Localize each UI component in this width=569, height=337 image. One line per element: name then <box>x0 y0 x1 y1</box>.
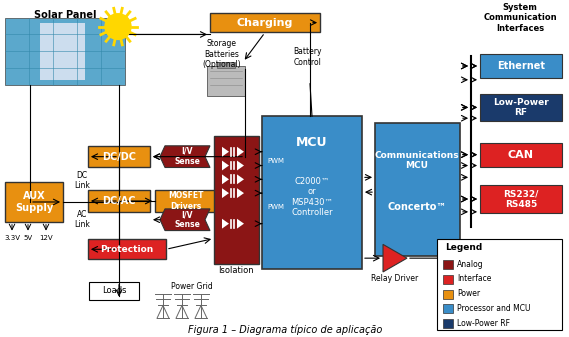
Text: Figura 1 – Diagrama típico de aplicação: Figura 1 – Diagrama típico de aplicação <box>188 325 382 335</box>
Polygon shape <box>160 209 210 231</box>
Bar <box>480 143 562 166</box>
Text: Battery
Control: Battery Control <box>294 48 322 67</box>
Text: PWM: PWM <box>267 204 284 210</box>
Bar <box>89 282 139 300</box>
Bar <box>443 260 453 269</box>
Text: Solar Panel: Solar Panel <box>34 10 96 20</box>
Text: AUX
Supply: AUX Supply <box>15 191 53 213</box>
Text: Relay Driver: Relay Driver <box>372 274 419 283</box>
Bar <box>217 62 235 68</box>
Text: AC
Link: AC Link <box>74 210 90 229</box>
Text: I/V
Sense: I/V Sense <box>174 147 200 166</box>
Bar <box>88 239 166 259</box>
Polygon shape <box>160 146 210 167</box>
Bar <box>437 239 562 330</box>
Text: DC
Link: DC Link <box>74 171 90 190</box>
Text: CAN: CAN <box>508 150 534 160</box>
Text: Analog: Analog <box>457 259 484 269</box>
Text: PWM: PWM <box>267 158 284 163</box>
Text: MCU: MCU <box>296 136 328 149</box>
Polygon shape <box>237 147 244 157</box>
Bar <box>443 275 453 284</box>
Text: 5V: 5V <box>23 236 32 241</box>
Text: MOSFET
Drivers: MOSFET Drivers <box>168 191 204 211</box>
Polygon shape <box>222 188 229 198</box>
Polygon shape <box>237 161 244 171</box>
Text: RS232/
RS485: RS232/ RS485 <box>504 189 539 209</box>
Polygon shape <box>237 174 244 184</box>
Text: Loads: Loads <box>102 286 126 295</box>
Text: Power: Power <box>457 289 480 298</box>
Text: Low-Power
RF: Low-Power RF <box>493 98 549 117</box>
Bar <box>443 304 453 313</box>
Text: Processor and MCU: Processor and MCU <box>457 304 530 313</box>
Bar <box>443 319 453 328</box>
Text: Isolation: Isolation <box>218 267 254 275</box>
Text: Protection: Protection <box>100 245 154 254</box>
Text: 3.3V: 3.3V <box>4 236 20 241</box>
Bar <box>88 146 150 167</box>
Text: System
Communication
Interfaces: System Communication Interfaces <box>483 3 557 33</box>
Bar <box>155 190 217 212</box>
Bar <box>210 13 320 32</box>
Bar <box>207 66 245 96</box>
Bar <box>214 136 259 264</box>
Bar <box>480 54 562 78</box>
Bar <box>375 123 460 256</box>
Text: Low-Power RF: Low-Power RF <box>457 319 510 328</box>
Text: Concerto™: Concerto™ <box>387 202 447 212</box>
Bar <box>262 116 362 269</box>
Bar <box>88 190 150 212</box>
Text: Power Grid: Power Grid <box>171 282 213 291</box>
Polygon shape <box>222 174 229 184</box>
Bar <box>443 290 453 299</box>
Text: Ethernet: Ethernet <box>497 61 545 71</box>
Text: Communications
MCU: Communications MCU <box>375 151 459 170</box>
Bar <box>5 182 63 222</box>
Text: C2000™
or
MSP430™
Controller: C2000™ or MSP430™ Controller <box>291 177 333 217</box>
Text: DC/DC: DC/DC <box>102 152 136 162</box>
Polygon shape <box>222 219 229 228</box>
Bar <box>480 185 562 213</box>
Text: I/V
Sense: I/V Sense <box>174 210 200 229</box>
Text: Interface: Interface <box>457 274 492 283</box>
Text: Charging: Charging <box>237 18 293 28</box>
Bar <box>480 94 562 121</box>
Polygon shape <box>383 244 407 272</box>
Bar <box>40 23 85 80</box>
Polygon shape <box>222 147 229 157</box>
Text: 12V: 12V <box>39 236 53 241</box>
Bar <box>5 18 125 85</box>
Text: Storage
Batteries
(Optional): Storage Batteries (Optional) <box>203 39 241 69</box>
Text: Legend: Legend <box>445 243 483 252</box>
Text: DC/AC: DC/AC <box>102 196 136 206</box>
Polygon shape <box>222 161 229 171</box>
Polygon shape <box>237 219 244 228</box>
Circle shape <box>105 14 131 39</box>
Polygon shape <box>237 188 244 198</box>
